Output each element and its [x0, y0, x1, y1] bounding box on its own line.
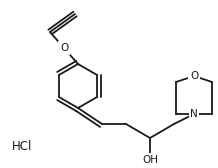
Text: N: N: [190, 109, 198, 119]
Text: O: O: [60, 43, 68, 53]
Text: O: O: [190, 71, 198, 81]
Text: HCl: HCl: [12, 139, 32, 153]
Text: OH: OH: [142, 155, 158, 165]
